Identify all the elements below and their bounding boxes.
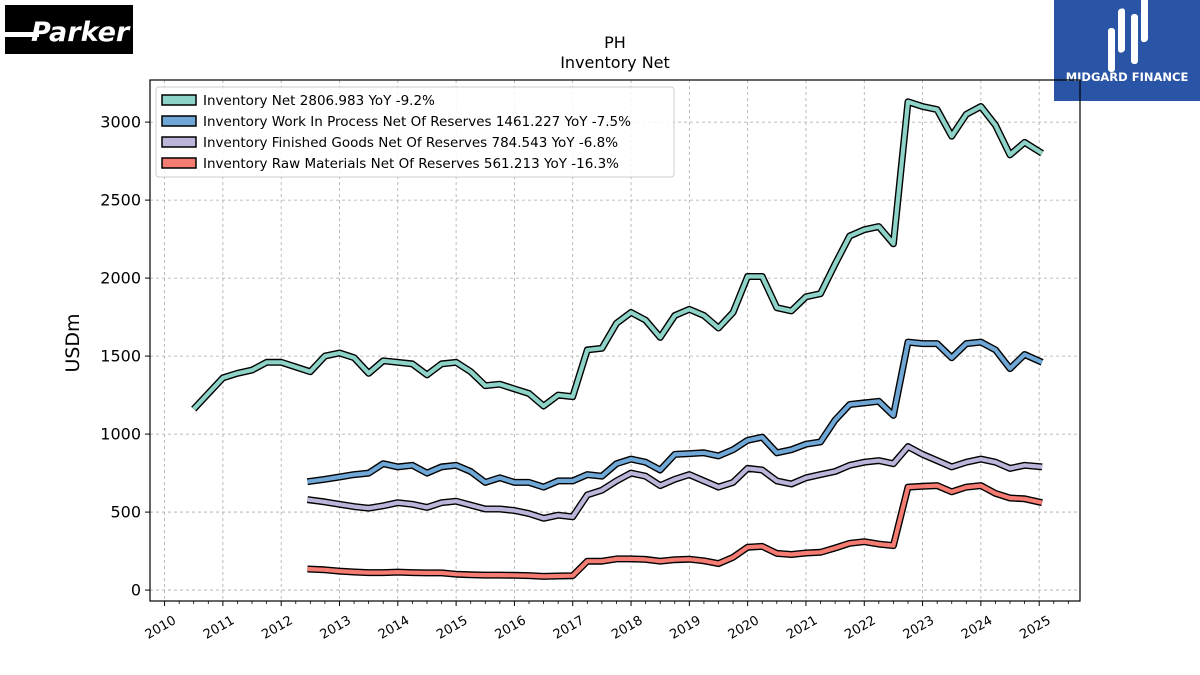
parker-logo: Parker	[5, 5, 133, 54]
legend-box	[155, 86, 675, 178]
x-tick-label: 2021	[784, 613, 820, 643]
legend-swatch	[161, 136, 197, 148]
parker-logo-text: Parker	[31, 17, 131, 48]
y-tick-label: 1000	[100, 425, 141, 444]
plot-frame	[149, 79, 1081, 602]
legend-swatch	[161, 115, 197, 127]
x-tick-label: 2023	[901, 613, 937, 643]
midgard-logo-text: MIDGARD FINANCE	[1066, 70, 1189, 84]
series-layer	[191, 98, 1044, 580]
series-line-3	[307, 483, 1043, 579]
x-tick-label: 2011	[201, 613, 237, 643]
series-outline-3	[307, 482, 1043, 580]
x-tick-label: 2022	[842, 613, 878, 643]
y-axis: 0 500 1000 1500 2000 2500 3000	[100, 113, 150, 600]
legend-label: Inventory Net 2806.983 YoY -9.2%	[203, 93, 435, 109]
series-line-0	[192, 99, 1044, 411]
legend-label: Inventory Finished Goods Net Of Reserves…	[203, 135, 618, 151]
legend-label: Inventory Work In Process Net Of Reserve…	[203, 114, 631, 130]
x-axis: 2010 2011 2012 2013 2014 2015 2016 2017 2018 2019…	[143, 601, 1069, 643]
chart-subtitle: Inventory Net	[560, 53, 670, 72]
x-tick-label: 2018	[609, 613, 645, 643]
legend-label: Inventory Raw Materials Net Of Reserves …	[203, 156, 619, 172]
y-tick-label: 2500	[100, 191, 141, 210]
y-tick-label: 0	[131, 581, 141, 600]
x-tick-label: 2024	[959, 613, 995, 643]
x-tick-label: 2016	[493, 613, 529, 643]
y-tick-label: 500	[110, 503, 141, 522]
x-tick-label: 2025	[1017, 613, 1053, 643]
legend-swatch	[161, 94, 197, 106]
x-tick-label: 2010	[143, 613, 179, 643]
x-tick-label: 2017	[551, 613, 587, 643]
x-tick-label: 2012	[259, 613, 295, 643]
chart-title: PH	[604, 33, 626, 52]
series-line-2	[307, 444, 1043, 521]
midgard-monogram-icon	[1108, 0, 1148, 72]
x-tick-label: 2015	[434, 613, 470, 643]
midgard-finance-logo: MIDGARD FINANCE	[1054, 0, 1200, 101]
x-tick-label: 2013	[318, 613, 354, 643]
x-tick-label: 2020	[726, 613, 762, 643]
series-line-1	[307, 340, 1043, 490]
y-tick-label: 1500	[100, 347, 141, 366]
x-tick-label: 2014	[376, 613, 412, 643]
y-tick-label: 2000	[100, 269, 141, 288]
y-axis-label: USDm	[62, 313, 84, 372]
y-tick-label: 3000	[100, 113, 141, 132]
legend-swatch	[161, 157, 197, 169]
legend: Inventory Net 2806.983 YoY -9.2% Inventor…	[155, 86, 675, 178]
x-tick-label: 2019	[668, 613, 704, 643]
